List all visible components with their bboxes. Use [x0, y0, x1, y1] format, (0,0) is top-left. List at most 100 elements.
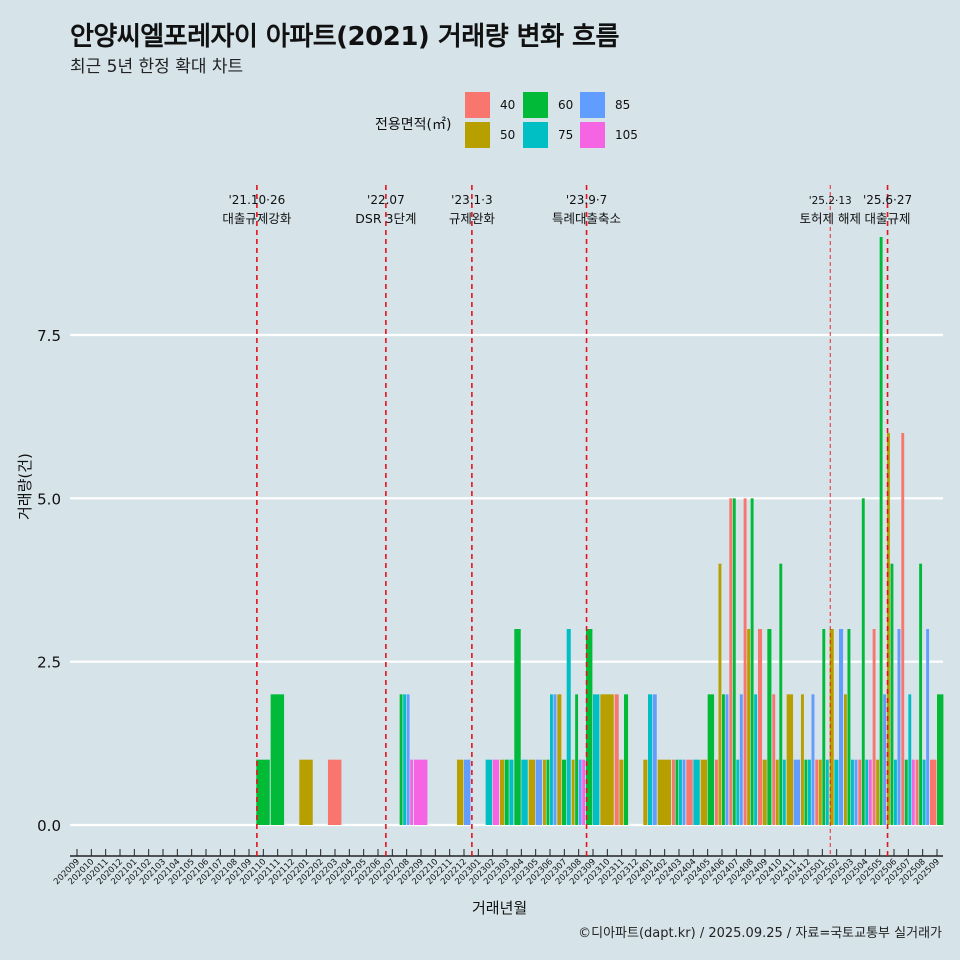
- bar-202407-85: [739, 694, 743, 825]
- bar-202508-75: [922, 759, 926, 825]
- bar-202505-50: [876, 759, 880, 825]
- bar-202111-60: [270, 694, 285, 825]
- bar-202311-50: [619, 759, 624, 825]
- bar-202304-60: [514, 629, 521, 825]
- bar-202306-75: [550, 694, 553, 825]
- event-date-202309: '23.9·7: [566, 193, 607, 207]
- bar-202505-85: [883, 694, 887, 825]
- legend-swatch-85: [580, 92, 605, 118]
- event-label-202309: 특례대출축소: [552, 211, 621, 226]
- bar-202209-105: [413, 759, 428, 825]
- bar-202504-105: [868, 759, 872, 825]
- bar-202401-50: [643, 759, 648, 825]
- bar-202208-85: [406, 694, 410, 825]
- bar-202407-75: [736, 759, 740, 825]
- event-date-202110: '21.10·26: [229, 193, 286, 207]
- bar-202401-75: [647, 694, 653, 825]
- source-caption: ©디아파트(dapt.kr) / 2025.09.25 / 자료=국토교통부 실…: [578, 926, 942, 941]
- legend-label-105: 105: [615, 128, 638, 142]
- bar-202401-85: [652, 694, 657, 825]
- bar-202502-75: [834, 759, 839, 825]
- bar-202308-50: [571, 759, 575, 825]
- event-label-202207: DSR 3단계: [355, 211, 416, 226]
- bar-202504-75: [865, 759, 869, 825]
- bar-202403-75: [679, 759, 682, 825]
- bar-202506-75: [894, 759, 897, 825]
- bar-202408-60: [750, 498, 754, 825]
- bar-202504-40: [858, 759, 862, 825]
- bar-202409-40: [757, 629, 763, 825]
- bar-202309-75: [593, 694, 600, 825]
- bar-202403-60: [675, 759, 679, 825]
- bar-202410-40: [772, 694, 776, 825]
- x-axis-label: 거래년월: [472, 899, 528, 917]
- bar-202406-85: [725, 694, 729, 825]
- bar-202506-85: [897, 629, 901, 825]
- y-tick-label: 2.5: [37, 654, 61, 672]
- bar-202110-60: [256, 759, 270, 825]
- bar-202304-75: [521, 759, 528, 825]
- event-date-202301: '23.1·3: [451, 193, 492, 207]
- legend-title: 전용면적(㎡): [375, 117, 452, 133]
- bar-202405-60: [707, 694, 715, 825]
- bar-202403-85: [682, 759, 686, 825]
- bar-202305-50: [528, 759, 536, 825]
- bar-202410-50: [775, 759, 779, 825]
- legend-swatch-60: [523, 92, 548, 118]
- bar-202402-50: [657, 759, 672, 825]
- bar-202507-105: [911, 759, 915, 825]
- chart-subtitle: 최근 5년 한정 확대 차트: [70, 57, 244, 77]
- bar-202404-40: [686, 759, 693, 825]
- bar-202208-105: [410, 759, 414, 825]
- chart-title: 안양씨엘포레자이 아파트(2021) 거래량 변화 흐름: [70, 22, 619, 52]
- bar-202404-75: [693, 759, 700, 825]
- bar-202201-50: [299, 759, 313, 825]
- bar-202212-85: [464, 759, 471, 825]
- bar-202311-60: [624, 694, 629, 825]
- bar-202407-60: [732, 498, 736, 825]
- bar-202509-40: [929, 759, 937, 825]
- bar-202505-40: [872, 629, 876, 825]
- event-label-202506: 대출규제: [865, 211, 911, 226]
- bar-202309-60: [585, 629, 593, 825]
- bar-202412-60: [804, 759, 808, 825]
- bar-202212-50: [456, 759, 464, 825]
- bar-202403-40: [671, 759, 675, 825]
- legend-swatch-50: [465, 122, 490, 148]
- legend-item-85: 85: [580, 92, 630, 118]
- legend-item-40: 40: [465, 92, 515, 118]
- bar-202507-60: [904, 759, 908, 825]
- bar-202407-40: [729, 498, 733, 825]
- bar-202307-75: [566, 629, 571, 825]
- event-label-202301: 규제완화: [449, 211, 496, 226]
- bar-202406-60: [722, 694, 725, 825]
- legend-label-40: 40: [500, 98, 516, 112]
- bar-202411-50: [786, 694, 794, 825]
- bar-202408-50: [747, 629, 751, 825]
- bar-202311-40: [614, 694, 619, 825]
- bar-202306-85: [553, 694, 557, 825]
- legend-swatch-40: [465, 92, 490, 118]
- y-tick-label: 0.0: [37, 817, 61, 835]
- legend-item-50: 50: [465, 122, 515, 148]
- bar-202408-75: [754, 694, 758, 825]
- bar-202412-75: [808, 759, 811, 825]
- legend-label-75: 75: [558, 128, 574, 142]
- bar-202507-75: [908, 694, 912, 825]
- bar-202302-75: [485, 759, 493, 825]
- bar-202503-50: [843, 694, 847, 825]
- bar-202409-60: [767, 629, 772, 825]
- legend-item-75: 75: [523, 122, 573, 148]
- bar-202208-60: [399, 694, 403, 825]
- y-tick-label: 7.5: [37, 327, 61, 345]
- bar-202303-60: [504, 759, 509, 825]
- bar-202305-85: [535, 759, 543, 825]
- legend-label-60: 60: [558, 98, 574, 112]
- bar-202307-50: [557, 694, 562, 825]
- bar-202503-60: [847, 629, 851, 825]
- y-tick-label: 5.0: [37, 490, 61, 508]
- bar-202503-75: [851, 759, 854, 825]
- bar-202307-60: [561, 759, 567, 825]
- bar-202508-40: [915, 759, 919, 825]
- bar-202308-60: [575, 694, 579, 825]
